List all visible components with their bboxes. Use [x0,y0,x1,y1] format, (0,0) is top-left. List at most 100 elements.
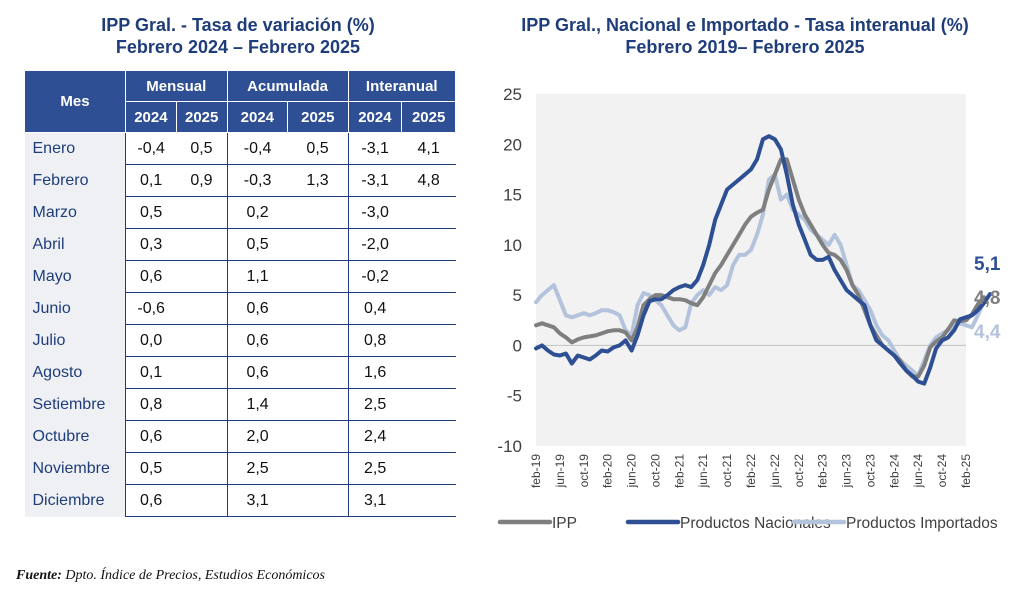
value-cell: 0,6 [125,420,177,453]
year-header: 2024 [347,101,403,133]
month-cell: Febrero [24,164,126,197]
value-cell [287,324,349,357]
x-tick-label: jun-24 [911,454,925,489]
value-cell [401,260,456,293]
chart-title-line1: IPP Gral., Nacional e Importado - Tasa i… [521,15,969,35]
value-cell [176,196,228,229]
value-cell [176,452,228,485]
value-cell: 2,0 [226,420,288,453]
value-cell: 0,6 [226,292,288,325]
month-cell: Setiembre [24,388,126,421]
value-cell: 3,1 [226,484,288,517]
month-cell: Mayo [24,260,126,293]
value-cell: 0,6 [226,324,288,357]
value-cell [176,260,228,293]
value-cell: 0,5 [125,196,177,229]
table-row: Enero -0,4 0,5 -0,4 0,5 -3,1 4,1 [24,132,456,165]
value-cell [287,260,349,293]
value-cell [176,324,228,357]
value-cell: 0,5 [287,132,349,165]
x-tick-label: feb-25 [959,454,973,488]
x-tick-label: oct-23 [863,454,877,488]
table-row: Junio -0,6 0,6 0,4 [24,292,456,325]
value-cell [287,196,349,229]
y-tick-label: -10 [497,437,522,456]
value-cell [401,452,456,485]
x-tick-label: feb-23 [816,454,830,488]
table-row: Julio 0,0 0,6 0,8 [24,324,456,357]
group-header-mensual: Mensual [125,70,228,102]
y-tick-label: 5 [513,286,522,305]
month-cell: Enero [24,132,126,165]
value-cell [401,228,456,261]
table-row: Marzo 0,5 0,2 -3,0 [24,196,456,229]
value-cell: 4,1 [401,132,456,165]
mes-header: Mes [24,70,126,133]
value-cell: -3,1 [347,132,402,165]
chart-title: IPP Gral., Nacional e Importado - Tasa i… [490,14,1000,58]
year-header: 2025 [175,101,228,133]
value-cell: 2,5 [226,452,288,485]
value-cell: 0,5 [176,132,228,165]
value-cell [176,356,228,389]
value-cell: 0,8 [347,324,402,357]
value-cell: 0,6 [125,484,177,517]
line-chart: -10 -5 0 5 10 15 20 25 feb-19 jun-19 oct-19 feb-20 j… [497,85,1001,532]
legend-label: Productos Nacionales [680,515,831,532]
value-cell: -0,6 [125,292,177,325]
legend-label: Productos Importados [846,515,998,532]
value-cell: 2,4 [347,420,402,453]
table-row: Mayo 0,6 1,1 -0,2 [24,260,456,293]
value-cell [287,420,349,453]
value-cell: -2,0 [347,228,402,261]
y-tick-label: 25 [503,85,522,104]
value-cell: 1,4 [226,388,288,421]
value-cell [176,388,228,421]
value-cell [287,452,349,485]
table-row: Febrero 0,1 0,9 -0,3 1,3 -3,1 4,8 [24,164,456,197]
value-cell [287,228,349,261]
table-row: Octubre 0,6 2,0 2,4 [24,420,456,453]
x-tick-label: jun-19 [553,454,567,489]
table-row: Setiembre 0,8 1,4 2,5 [24,388,456,421]
value-cell: 0,0 [125,324,177,357]
value-cell: 1,6 [347,356,402,389]
end-value-label: 4,8 [974,288,1000,309]
value-cell [287,356,349,389]
value-cell: 3,1 [347,484,402,517]
chart-title-line2: Febrero 2019– Febrero 2025 [625,37,865,57]
y-tick-label: 10 [503,236,522,255]
value-cell: 0,6 [226,356,288,389]
plot-area [536,94,966,446]
end-value-label: 4,4 [974,322,1001,343]
x-tick-label: jun-20 [625,454,639,489]
value-cell: 0,9 [176,164,228,197]
value-cell: -3,1 [347,164,402,197]
variation-table: Mes Mensual Acumulada Interanual 2024 20… [24,70,457,517]
year-header: 2024 [226,101,289,133]
value-cell: 0,1 [125,164,177,197]
table-title-line1: IPP Gral. - Tasa de variación (%) [101,15,375,35]
x-tick-label: feb-22 [744,454,758,488]
value-cell: 4,8 [401,164,456,197]
table-title-line2: Febrero 2024 – Febrero 2025 [115,37,361,57]
series-line-1 [534,134,992,386]
month-cell: Noviembre [24,452,126,485]
table-title: IPP Gral. - Tasa de variación (%) Febrer… [22,14,454,58]
month-cell: Abril [24,228,126,261]
table-row: Abril 0,3 0,5 -2,0 [24,228,456,261]
value-cell: 1,1 [226,260,288,293]
value-cell: 0,4 [347,292,402,325]
source-text: Dpto. Índice de Precios, Estudios Económ… [61,568,325,583]
year-header: 2025 [401,101,456,133]
value-cell [401,292,456,325]
month-cell: Diciembre [24,484,126,517]
value-cell [287,292,349,325]
value-cell [176,228,228,261]
year-header: 2025 [287,101,349,133]
x-tick-label: oct-24 [935,454,949,488]
value-cell [176,420,228,453]
value-cell [287,484,349,517]
table-row: Diciembre 0,6 3,1 3,1 [24,484,456,517]
y-tick-label: 15 [503,186,522,205]
